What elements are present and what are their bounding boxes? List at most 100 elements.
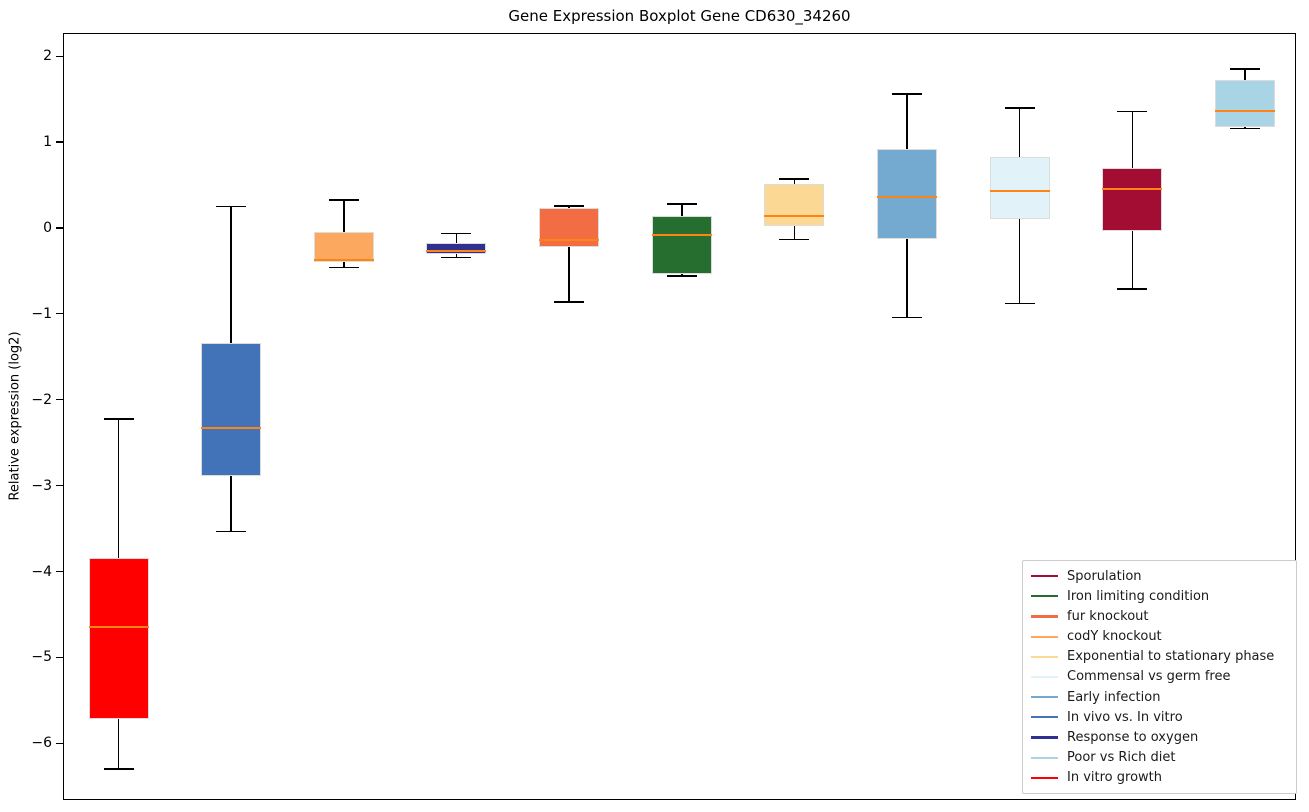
lower-cap xyxy=(216,530,247,533)
legend-item-label: fur knockout xyxy=(1067,608,1149,624)
lower-whisker xyxy=(230,476,232,532)
upper-whisker xyxy=(1131,111,1134,168)
upper-whisker xyxy=(455,233,458,243)
median-line xyxy=(201,427,262,430)
legend-item: Exponential to stationary phase xyxy=(1031,647,1288,667)
legend-color-swatch xyxy=(1031,776,1058,779)
legend-item: Iron limiting condition xyxy=(1031,586,1288,606)
legend-item: In vitro growth xyxy=(1031,768,1288,788)
legend-item-label: Commensal vs germ free xyxy=(1067,669,1231,685)
y-tick-label: −6 xyxy=(31,735,52,752)
median-line xyxy=(88,625,149,628)
lower-cap xyxy=(441,256,472,259)
box xyxy=(1102,167,1163,231)
upper-cap xyxy=(1230,68,1260,70)
lower-cap xyxy=(666,275,697,277)
legend-item: codY knockout xyxy=(1031,627,1288,647)
lower-cap xyxy=(892,316,923,319)
box xyxy=(426,242,487,254)
median-line xyxy=(1102,188,1163,191)
box xyxy=(764,184,825,226)
legend-color-swatch xyxy=(1031,595,1058,598)
box xyxy=(201,343,262,477)
upper-cap xyxy=(779,178,810,180)
lower-whisker xyxy=(1018,218,1021,304)
legend-item: fur knockout xyxy=(1031,606,1288,626)
y-tick-mark xyxy=(56,656,63,658)
legend: Sporulation Iron limiting condition fur kn… xyxy=(1022,560,1297,794)
y-tick-mark xyxy=(56,485,63,487)
y-axis-label: Relative expression (log2) xyxy=(7,331,23,501)
legend-color-swatch xyxy=(1031,696,1058,699)
legend-item-label: Response to oxygen xyxy=(1067,729,1199,745)
upper-whisker xyxy=(1018,107,1021,157)
median-line xyxy=(426,250,487,253)
lower-cap xyxy=(1004,302,1035,305)
box xyxy=(651,216,712,275)
y-tick-label: 0 xyxy=(43,219,52,236)
lower-whisker xyxy=(681,274,683,277)
lower-cap xyxy=(1230,127,1260,130)
upper-cap xyxy=(216,205,247,208)
legend-item-label: In vitro growth xyxy=(1067,770,1162,786)
y-tick-label: −2 xyxy=(31,391,52,408)
y-tick-label: 2 xyxy=(43,48,52,65)
legend-item-label: codY knockout xyxy=(1067,629,1162,645)
lower-whisker xyxy=(906,239,908,318)
lower-whisker xyxy=(343,262,345,268)
upper-whisker xyxy=(117,418,120,558)
box xyxy=(88,557,149,720)
upper-whisker xyxy=(681,204,683,217)
lower-cap xyxy=(328,266,359,269)
median-line xyxy=(877,196,938,199)
upper-cap xyxy=(103,418,134,420)
upper-whisker xyxy=(906,94,908,150)
legend-color-swatch xyxy=(1031,716,1058,719)
y-tick-mark xyxy=(56,570,63,573)
upper-whisker xyxy=(568,205,570,209)
box xyxy=(313,232,374,263)
upper-whisker xyxy=(793,179,796,185)
lower-cap xyxy=(103,768,134,770)
median-line xyxy=(539,239,600,242)
legend-color-swatch xyxy=(1031,756,1058,759)
legend-item-label: Exponential to stationary phase xyxy=(1067,649,1275,665)
box xyxy=(989,156,1050,219)
lower-whisker xyxy=(455,253,458,258)
lower-whisker xyxy=(117,719,120,770)
legend-color-swatch xyxy=(1031,574,1058,578)
y-tick-mark xyxy=(56,141,63,143)
lower-whisker xyxy=(1131,230,1134,290)
legend-item-label: Early infection xyxy=(1067,689,1161,705)
y-tick-label: −3 xyxy=(31,477,52,494)
y-tick-mark xyxy=(56,399,63,401)
legend-item: In vivo vs. In vitro xyxy=(1031,707,1288,727)
legend-color-swatch xyxy=(1031,736,1058,739)
legend-item-label: Iron limiting condition xyxy=(1067,588,1210,604)
upper-whisker xyxy=(1244,69,1246,80)
legend-item: Commensal vs germ free xyxy=(1031,667,1288,687)
median-line xyxy=(989,190,1050,193)
upper-cap xyxy=(1004,107,1035,109)
y-tick-mark xyxy=(56,55,63,57)
upper-cap xyxy=(1117,110,1148,113)
upper-whisker xyxy=(343,199,345,233)
lower-cap xyxy=(1117,288,1148,290)
legend-color-swatch xyxy=(1031,675,1058,679)
box xyxy=(1215,79,1275,127)
lower-whisker xyxy=(1244,126,1246,129)
y-tick-label: −5 xyxy=(31,649,52,666)
upper-cap xyxy=(441,232,472,234)
plot-area xyxy=(63,33,1296,800)
legend-item-label: Poor vs Rich diet xyxy=(1067,750,1176,766)
median-line xyxy=(764,215,825,218)
upper-cap xyxy=(666,203,697,205)
legend-item-label: In vivo vs. In vitro xyxy=(1067,709,1183,725)
lower-cap xyxy=(554,301,585,303)
median-line xyxy=(313,258,374,261)
legend-item: Poor vs Rich diet xyxy=(1031,748,1288,768)
legend-item: Sporulation xyxy=(1031,566,1288,586)
median-line xyxy=(651,233,712,236)
legend-color-swatch xyxy=(1031,655,1058,658)
